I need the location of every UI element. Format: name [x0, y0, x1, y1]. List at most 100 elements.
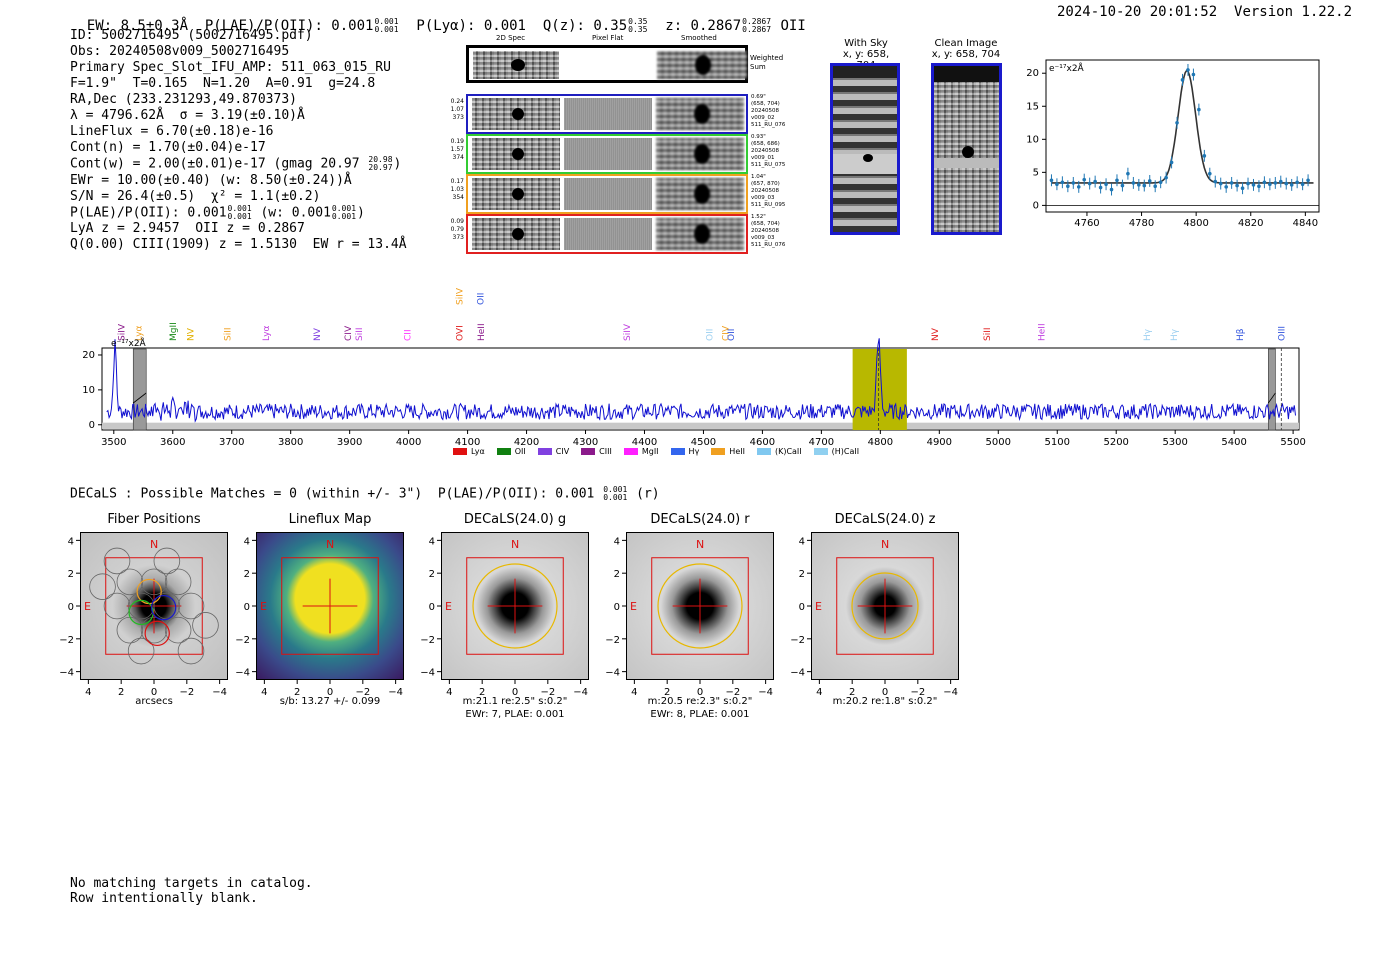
spec2d-row-meta-line: 20240508	[751, 228, 779, 234]
row-pixelflat	[564, 218, 652, 250]
z-line-name: OII	[780, 18, 806, 34]
x-tick-label: 0	[512, 687, 518, 698]
spectral-line-label-text: OII	[705, 329, 715, 341]
fiber-circle	[177, 592, 205, 620]
weighted-2dspec	[473, 51, 559, 79]
x-tick-label: 4	[261, 687, 267, 698]
data-point	[1087, 177, 1092, 190]
y-tick-label: −2	[235, 635, 250, 646]
data-point	[1169, 156, 1174, 169]
x-tick-label: 4100	[455, 437, 480, 448]
y-tick-label: 0	[89, 420, 95, 431]
col-header-pixelflat: Pixel Flat	[592, 34, 624, 42]
data-point	[1213, 175, 1218, 188]
spectral-line-label-text: NV	[313, 327, 323, 341]
qz-lo: 0.35	[628, 25, 648, 34]
spectral-line-label: SiII	[355, 327, 365, 341]
x-tick-label: 5300	[1162, 437, 1187, 448]
row-smoothed	[656, 98, 744, 130]
cont-w: Cont(w) = 2.00(±0.01)e-17 (gmag 20.97 20…	[70, 155, 402, 172]
data-point	[1142, 179, 1147, 192]
data-point	[1289, 178, 1294, 191]
data-point	[1126, 167, 1130, 180]
spectral-line-label-text: Hβ	[1236, 328, 1246, 341]
row-2dspec	[472, 218, 560, 250]
panel-caption-2: EWr: 8, PLAE: 0.001	[650, 709, 750, 720]
y-tick-label: 2	[614, 569, 620, 580]
x-tick-label: 4900	[927, 437, 952, 448]
spectral-line-label-text: SiII	[224, 327, 234, 341]
data-point	[1278, 175, 1283, 188]
line-flux: LineFlux = 6.70(±0.18)e-16	[70, 124, 274, 139]
spec2d-row-meta-line: 511_RU_076	[751, 122, 786, 128]
spectral-line-label-text: CIV	[721, 325, 731, 341]
data-point	[1240, 182, 1245, 195]
plae-lo: 0.001	[374, 25, 399, 34]
footer-note: No matching targets in catalog. Row inte…	[70, 876, 313, 906]
spectral-line-label: MgII	[169, 322, 179, 341]
y-tick-label: −2	[59, 635, 74, 646]
y-tick-label: 10	[1026, 134, 1039, 145]
spec2d-row-stat: 1.03	[450, 186, 464, 193]
spec2d-row-meta-line: (657, 870)	[751, 181, 780, 187]
x-tick-label: 4780	[1129, 218, 1154, 229]
x-tick-label: 4800	[1183, 218, 1208, 229]
cutout-panel: DECaLS(24.0) z N E 4 4 2 2 0 0 −2 −2 −4 −4 m:20.2 re:…	[781, 512, 969, 727]
fiber-circle	[192, 612, 219, 639]
spectral-line-label-text: CII	[403, 329, 413, 341]
aperture-box	[281, 557, 379, 655]
data-point	[1186, 63, 1190, 76]
spec2d-row-frame	[466, 174, 748, 214]
sn-chi2: S/N = 26.4(±0.5) χ² = 1.1(±0.2)	[70, 188, 321, 204]
spectral-line-label: Lyα	[135, 325, 145, 341]
y-tick-label: 4	[429, 536, 435, 547]
spec2d-row: 0.24 1.07 373 0.69" (658, 704) 20240508 v009_…	[451, 94, 796, 134]
y-tick-label: 2	[799, 569, 805, 580]
y-tick-label: 2	[429, 569, 435, 580]
y-tick-label: 4	[68, 536, 74, 547]
spec2d-row-meta-line: 1.52"	[751, 214, 766, 220]
north-label: N	[511, 538, 519, 551]
spec2d-row-stat: 0.17	[450, 178, 464, 185]
x-tick-label: 4	[85, 687, 91, 698]
spectral-line-label: OII	[727, 329, 737, 341]
line-fit-chart: e⁻¹⁷x2Å 4760 4780 4800 4820 4840 0 5 10 15 20	[1026, 59, 1320, 229]
panel-overlay: N E 4 4 2 2 0 0 −2 −2 −4 −4	[235, 536, 403, 698]
spec2d-row-stats: 0.19 1.57 374	[446, 138, 464, 162]
data-point	[1098, 181, 1103, 194]
cutout-panel: DECaLS(24.0) g N E 4 4 2 2 0 0 −2 −2 −4 −4 m:21.1 re:…	[411, 512, 599, 727]
spectral-line-label-text: Hγ	[1143, 328, 1153, 341]
x-tick-label: −2	[355, 687, 370, 698]
masked-hatch	[1268, 392, 1276, 404]
x-tick-label: 0	[697, 687, 703, 698]
panel-caption: m:21.1 re:2.5" s:0.2"	[462, 696, 568, 707]
data-point	[1235, 179, 1239, 192]
east-label: E	[260, 600, 267, 613]
spectral-line-label: OVI	[455, 325, 465, 341]
spectral-line-label-text: OII	[727, 329, 737, 341]
qz-hi: 0.35	[628, 17, 648, 26]
spec2d-row-stat: 0.24	[450, 98, 464, 105]
data-point	[1071, 176, 1076, 189]
spec2d-row-stats: 0.09 0.79 373	[446, 218, 464, 242]
data-point	[1164, 171, 1168, 184]
spectral-line-label: NV	[931, 327, 941, 341]
data-point	[1273, 176, 1278, 189]
y-tick-label: 4	[614, 536, 620, 547]
x-tick-label: 0	[327, 687, 333, 698]
clean-image-title: Clean Image x, y: 658, 704	[931, 38, 1001, 60]
x-tick-label: 4400	[632, 437, 657, 448]
x-tick-label: 4820	[1238, 218, 1263, 229]
z-lo: 0.2867	[742, 25, 772, 34]
x-tick-label: 2	[118, 687, 124, 698]
y-tick-label: 0	[799, 602, 805, 613]
x-tick-label: −4	[212, 687, 227, 698]
spectral-line-label: NV	[186, 327, 196, 341]
spec2d-row-meta-line: 20240508	[751, 188, 779, 194]
panel-caption: m:20.5 re:2.3" s:0.2"	[647, 696, 753, 707]
spec2d-row-stat: 354	[452, 194, 464, 201]
legend-entry: Lyα	[453, 447, 485, 456]
data-point	[1120, 179, 1125, 192]
plae-summary: P(LAE)/P(OII): 0.001	[204, 18, 374, 34]
fiber-circle	[103, 547, 131, 575]
